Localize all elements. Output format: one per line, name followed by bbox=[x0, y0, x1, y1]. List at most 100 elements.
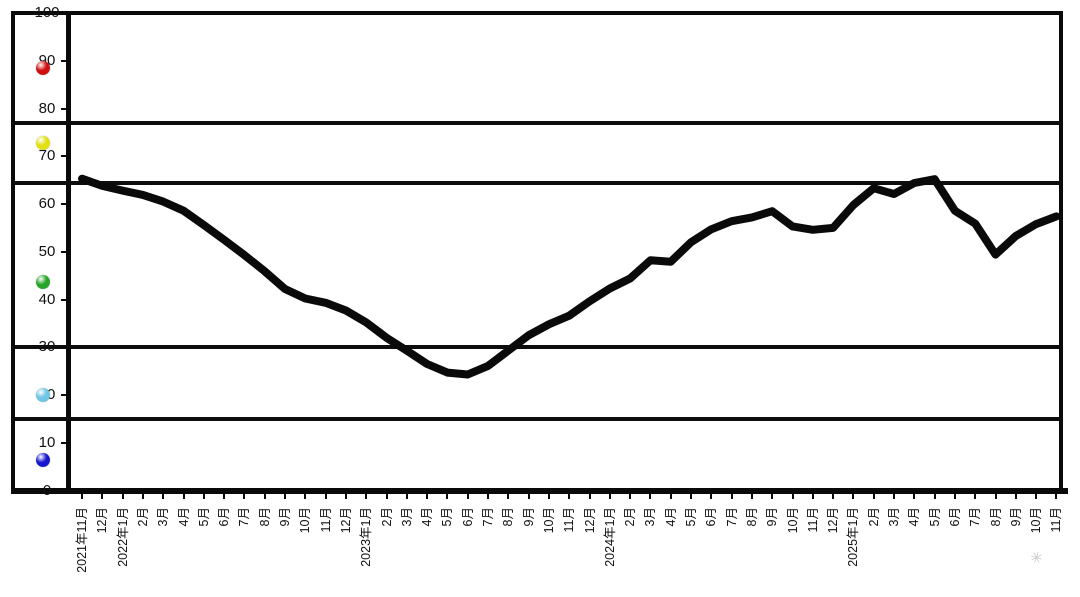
x-axis-tick bbox=[365, 494, 368, 499]
zone-boundary-line bbox=[13, 120, 1061, 125]
y-axis-tick bbox=[61, 59, 68, 62]
x-axis-tick-label: 6月 bbox=[217, 505, 231, 585]
y-axis-tick-label: 10 bbox=[38, 433, 56, 451]
x-axis-tick-label: 2月 bbox=[867, 505, 881, 585]
x-axis-tick bbox=[608, 494, 611, 499]
x-axis-tick-label-text: 7月 bbox=[481, 507, 495, 527]
y-axis-tick-label: 100 bbox=[34, 4, 60, 21]
x-axis-tick-label-text: 3月 bbox=[156, 507, 171, 527]
x-axis-tick-label-text: 10月 bbox=[1029, 507, 1044, 534]
x-axis-tick bbox=[385, 494, 388, 499]
x-axis-tick-label-text: 2月 bbox=[135, 507, 150, 527]
y-axis-tick-label: 40 bbox=[38, 290, 56, 308]
y-axis-tick-label: 80 bbox=[38, 99, 56, 117]
x-axis-tick bbox=[344, 494, 347, 499]
x-axis-tick-label-text: 9月 bbox=[278, 507, 292, 527]
x-axis-tick bbox=[629, 494, 632, 499]
x-axis-tick-label-text: 9月 bbox=[765, 507, 780, 527]
x-axis-tick-label-text: 10月 bbox=[298, 507, 313, 534]
plot-border-right bbox=[1059, 11, 1063, 494]
y-axis-tick bbox=[61, 250, 68, 253]
yellow-signal-ball bbox=[36, 136, 50, 151]
x-axis-tick-label: 2月 bbox=[623, 505, 637, 585]
x-axis-tick-label-text: 2月 bbox=[866, 507, 881, 527]
x-axis-tick-label: 9月 bbox=[765, 505, 779, 585]
x-axis-tick bbox=[730, 494, 733, 499]
x-axis-tick bbox=[872, 494, 875, 499]
x-axis-tick-label: 10月 bbox=[542, 505, 556, 585]
y-axis-tick bbox=[61, 394, 68, 396]
x-axis-tick-label-text: 7月 bbox=[724, 507, 739, 527]
x-axis-tick-label: 6月 bbox=[461, 505, 475, 585]
x-axis-tick-label-text: 2023年1月 bbox=[359, 507, 374, 567]
x-axis-tick-label-text: 3月 bbox=[643, 507, 658, 527]
x-axis-tick-label-text: 5月 bbox=[196, 507, 211, 527]
x-axis-tick-label: 6月 bbox=[704, 505, 718, 585]
x-axis-tick bbox=[507, 494, 510, 499]
x-axis-tick-label-text: 5月 bbox=[684, 507, 698, 527]
x-axis-tick-label: 6月 bbox=[948, 505, 962, 585]
x-axis-tick bbox=[811, 494, 814, 499]
x-axis-tick-label-text: 11月 bbox=[562, 507, 577, 533]
x-axis-tick bbox=[466, 494, 469, 499]
x-axis-tick-label: 11月 bbox=[1049, 505, 1063, 585]
x-axis-tick bbox=[547, 494, 550, 499]
x-axis-tick-label: 9月 bbox=[278, 505, 292, 585]
x-axis-tick-label: 9月 bbox=[1009, 505, 1023, 585]
x-axis-tick-label-text: 10月 bbox=[541, 507, 556, 534]
y-axis-tick-label: 60 bbox=[38, 195, 56, 212]
y-axis-tick-label: 0 bbox=[42, 481, 52, 499]
x-axis-tick-label: 2022年1月 bbox=[116, 505, 130, 585]
zone-boundary-line bbox=[13, 180, 1061, 185]
x-axis-tick-label-text: 10月 bbox=[785, 507, 800, 534]
x-axis-tick-label-text: 8月 bbox=[257, 507, 272, 527]
x-axis-tick bbox=[487, 494, 489, 499]
x-axis-tick bbox=[324, 494, 327, 499]
x-axis-tick-label: 8月 bbox=[745, 505, 759, 585]
x-axis-tick-label: 4月 bbox=[907, 505, 921, 585]
x-axis-tick-label: 7月 bbox=[968, 505, 982, 585]
x-axis-tick-label: 8月 bbox=[258, 505, 272, 585]
x-axis-tick bbox=[750, 494, 753, 499]
x-axis-tick-label: 2023年1月 bbox=[359, 505, 373, 585]
x-axis-tick bbox=[182, 494, 185, 499]
x-axis-tick-label-text: 6月 bbox=[947, 507, 962, 527]
x-axis-tick bbox=[893, 494, 895, 499]
x-axis-tick-label-text: 7月 bbox=[968, 507, 983, 527]
x-axis-tick bbox=[933, 494, 936, 499]
y-axis-tick-label: 50 bbox=[38, 242, 56, 260]
x-axis-tick-label-text: 6月 bbox=[704, 507, 719, 527]
x-axis-tick-label-text: 11月 bbox=[318, 507, 333, 533]
x-axis-tick-label-text: 4月 bbox=[176, 507, 191, 527]
x-axis-tick-label-text: 11月 bbox=[805, 507, 820, 533]
x-axis-tick-label-text: 2022年1月 bbox=[115, 507, 130, 567]
x-axis-tick-label: 10月 bbox=[786, 505, 800, 585]
y-axis-tick-label: 30 bbox=[38, 338, 56, 356]
x-axis-tick-label: 2025年1月 bbox=[846, 505, 860, 585]
x-axis-tick-label-text: 4月 bbox=[663, 507, 678, 527]
x-axis-tick-label: 7月 bbox=[237, 505, 251, 585]
x-axis-tick-label: 3月 bbox=[400, 505, 414, 585]
x-axis-tick-label: 12月 bbox=[95, 505, 109, 585]
x-axis-line bbox=[11, 488, 1068, 494]
y-axis-tick bbox=[61, 441, 68, 444]
x-axis-tick bbox=[426, 494, 429, 499]
plot-border-top bbox=[11, 11, 1063, 15]
x-axis-tick-label: 5月 bbox=[928, 505, 942, 585]
x-axis-tick bbox=[710, 494, 713, 499]
x-axis-tick bbox=[527, 494, 530, 499]
x-axis-tick-label-text: 12月 bbox=[95, 507, 110, 534]
x-axis-tick-label: 2月 bbox=[380, 505, 394, 585]
x-axis-tick-label: 5月 bbox=[197, 505, 211, 585]
x-axis-tick bbox=[101, 494, 104, 499]
x-axis-tick-label: 11月 bbox=[562, 505, 576, 585]
x-axis-tick-label: 12月 bbox=[826, 505, 840, 585]
x-axis-tick-label: 3月 bbox=[643, 505, 657, 585]
x-axis-tick bbox=[121, 494, 124, 499]
x-axis-tick-label-text: 3月 bbox=[887, 507, 901, 527]
x-axis-tick bbox=[771, 494, 774, 499]
x-axis-tick bbox=[953, 494, 956, 499]
x-axis-tick-label: 11月 bbox=[806, 505, 820, 585]
x-axis-tick-label: 4月 bbox=[664, 505, 678, 585]
zone-boundary-line bbox=[13, 416, 1061, 421]
